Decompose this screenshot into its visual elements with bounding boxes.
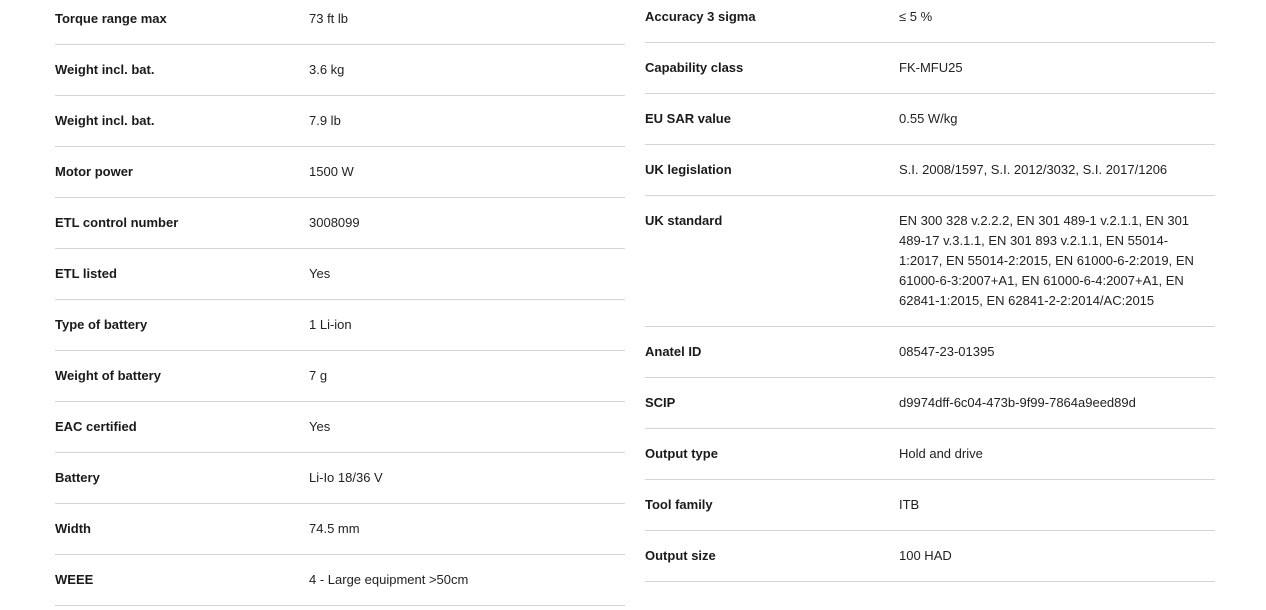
spec-label: Tool family: [645, 497, 713, 512]
spec-value: S.I. 2008/1597, S.I. 2012/3032, S.I. 201…: [899, 162, 1168, 177]
spec-row: Weight incl. bat. 7.9 lb: [55, 96, 625, 147]
spec-value: Li-Io 18/36 V: [309, 470, 383, 485]
spec-value: 73 ft lb: [309, 11, 349, 26]
spec-value: 3.6 kg: [309, 62, 345, 77]
spec-row: Motor power 1500 W: [55, 147, 625, 198]
spec-label: EAC certified: [55, 419, 137, 434]
spec-row: Tool family ITB: [645, 480, 1215, 531]
spec-row: Accuracy 3 sigma ≤ 5 %: [645, 0, 1215, 43]
spec-label: Output type: [645, 446, 718, 461]
spec-row: ETL control number 3008099: [55, 198, 625, 249]
spec-row: Anatel ID 08547-23-01395: [645, 327, 1215, 378]
spec-label: WEEE: [55, 572, 94, 587]
spec-row: Weight of battery 7 g: [55, 351, 625, 402]
spec-value: 100 HAD: [899, 548, 952, 563]
spec-label: Accuracy 3 sigma: [645, 9, 756, 24]
specs-table-left: Torque range max 73 ft lb Weight incl. bat…: [55, 0, 625, 606]
spec-label: Type of battery: [55, 317, 148, 332]
spec-label: EU SAR value: [645, 111, 731, 126]
spec-value: 74.5 mm: [309, 521, 360, 536]
spec-label: ETL control number: [55, 215, 179, 230]
spec-value: Yes: [309, 419, 331, 434]
spec-row: Torque range max 73 ft lb: [55, 0, 625, 45]
spec-label: Capability class: [645, 60, 744, 75]
spec-label: Weight incl. bat.: [55, 113, 155, 128]
spec-row: Type of battery 1 Li-ion: [55, 300, 625, 351]
spec-row: ETL listed Yes: [55, 249, 625, 300]
spec-value: ITB: [899, 497, 920, 512]
spec-value: 1 Li-ion: [309, 317, 352, 332]
spec-row: Battery Li-Io 18/36 V: [55, 453, 625, 504]
spec-row: Weight incl. bat. 3.6 kg: [55, 45, 625, 96]
spec-label: ETL listed: [55, 266, 117, 281]
spec-label: Width: [55, 521, 91, 536]
spec-value: 3008099: [309, 215, 360, 230]
spec-value: ≤ 5 %: [899, 9, 933, 24]
spec-row: UK legislation S.I. 2008/1597, S.I. 2012/…: [645, 145, 1215, 196]
spec-row: Output type Hold and drive: [645, 429, 1215, 480]
spec-row: Width 74.5 mm: [55, 504, 625, 555]
spec-row: EU SAR value 0.55 W/kg: [645, 94, 1215, 145]
spec-label: Weight of battery: [55, 368, 161, 383]
spec-row: Output size 100 HAD: [645, 531, 1215, 582]
spec-value: 1500 W: [309, 164, 354, 179]
spec-row: WEEE 4 - Large equipment >50cm: [55, 555, 625, 606]
spec-value: 08547-23-01395: [899, 344, 995, 359]
spec-row: UK standard EN 300 328 v.2.2.2, EN 301 48…: [645, 196, 1215, 327]
spec-label: UK legislation: [645, 162, 732, 177]
spec-label: Torque range max: [55, 11, 167, 26]
spec-label: Motor power: [55, 164, 133, 179]
spec-row: EAC certified Yes: [55, 402, 625, 453]
spec-value: 7.9 lb: [309, 113, 341, 128]
spec-value: Hold and drive: [899, 446, 983, 461]
spec-label: SCIP: [645, 395, 676, 410]
spec-value: 7 g: [309, 368, 328, 383]
spec-row: SCIP d9974dff-6c04-473b-9f99-7864a9eed89d: [645, 378, 1215, 429]
spec-label: Battery: [55, 470, 100, 485]
specs-table-right: Accuracy 3 sigma ≤ 5 % Capability class FK-…: [645, 0, 1215, 582]
spec-label: Output size: [645, 548, 716, 563]
spec-label: Anatel ID: [645, 344, 702, 359]
spec-value: Yes: [309, 266, 331, 281]
spec-label: UK standard: [645, 213, 723, 228]
spec-value: 0.55 W/kg: [899, 111, 958, 126]
spec-label: Weight incl. bat.: [55, 62, 155, 77]
spec-value: d9974dff-6c04-473b-9f99-7864a9eed89d: [899, 395, 1136, 410]
spec-value: EN 300 328 v.2.2.2, EN 301 489-1 v.2.1.1…: [899, 213, 1194, 308]
spec-value: FK-MFU25: [899, 60, 963, 75]
spec-row: Capability class FK-MFU25: [645, 43, 1215, 94]
spec-value: 4 - Large equipment >50cm: [309, 572, 469, 587]
